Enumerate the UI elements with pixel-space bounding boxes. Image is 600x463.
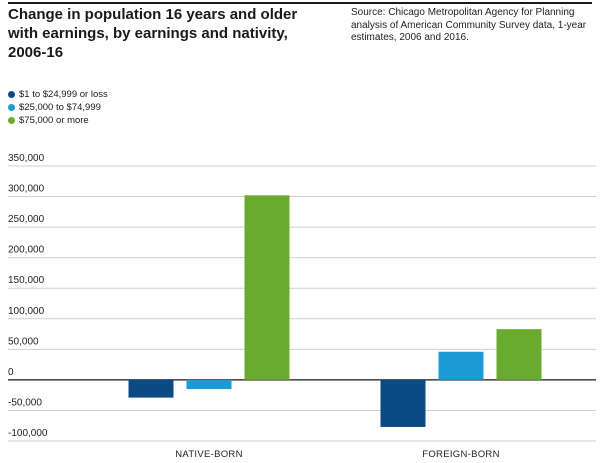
legend-item: $25,000 to $74,999	[8, 101, 108, 114]
legend: $1 to $24,999 or loss $25,000 to $74,999…	[8, 88, 108, 127]
y-tick-label: 150,000	[8, 275, 45, 286]
y-tick-label: 0	[8, 367, 14, 378]
bar	[496, 329, 542, 380]
bar	[186, 379, 232, 390]
y-tick-label: 300,000	[8, 184, 45, 195]
chart-title: Change in population 16 years and older …	[8, 6, 298, 61]
bar	[244, 195, 290, 380]
y-tick-label: 50,000	[8, 336, 39, 347]
bar	[380, 379, 426, 427]
legend-label: $75,000 or more	[19, 115, 89, 126]
bar	[128, 379, 174, 398]
x-category-label: NATIVE-BORN	[175, 449, 243, 460]
legend-label: $25,000 to $74,999	[19, 102, 101, 113]
title-rule	[8, 2, 592, 4]
y-tick-label: 200,000	[8, 245, 45, 256]
legend-label: $1 to $24,999 or loss	[19, 89, 108, 100]
y-tick-label: -50,000	[8, 397, 42, 408]
legend-item: $75,000 or more	[8, 114, 108, 127]
y-tick-label: 100,000	[8, 306, 45, 317]
bar	[438, 351, 484, 380]
x-category-label: FOREIGN-BORN	[422, 449, 500, 460]
legend-swatch	[8, 91, 15, 98]
y-tick-label: -100,000	[8, 428, 48, 439]
legend-swatch	[8, 104, 15, 111]
legend-swatch	[8, 117, 15, 124]
source-note: Source: Chicago Metropolitan Agency for …	[351, 7, 587, 44]
y-tick-label: 350,000	[8, 153, 45, 164]
legend-item: $1 to $24,999 or loss	[8, 88, 108, 101]
y-tick-label: 250,000	[8, 214, 45, 225]
